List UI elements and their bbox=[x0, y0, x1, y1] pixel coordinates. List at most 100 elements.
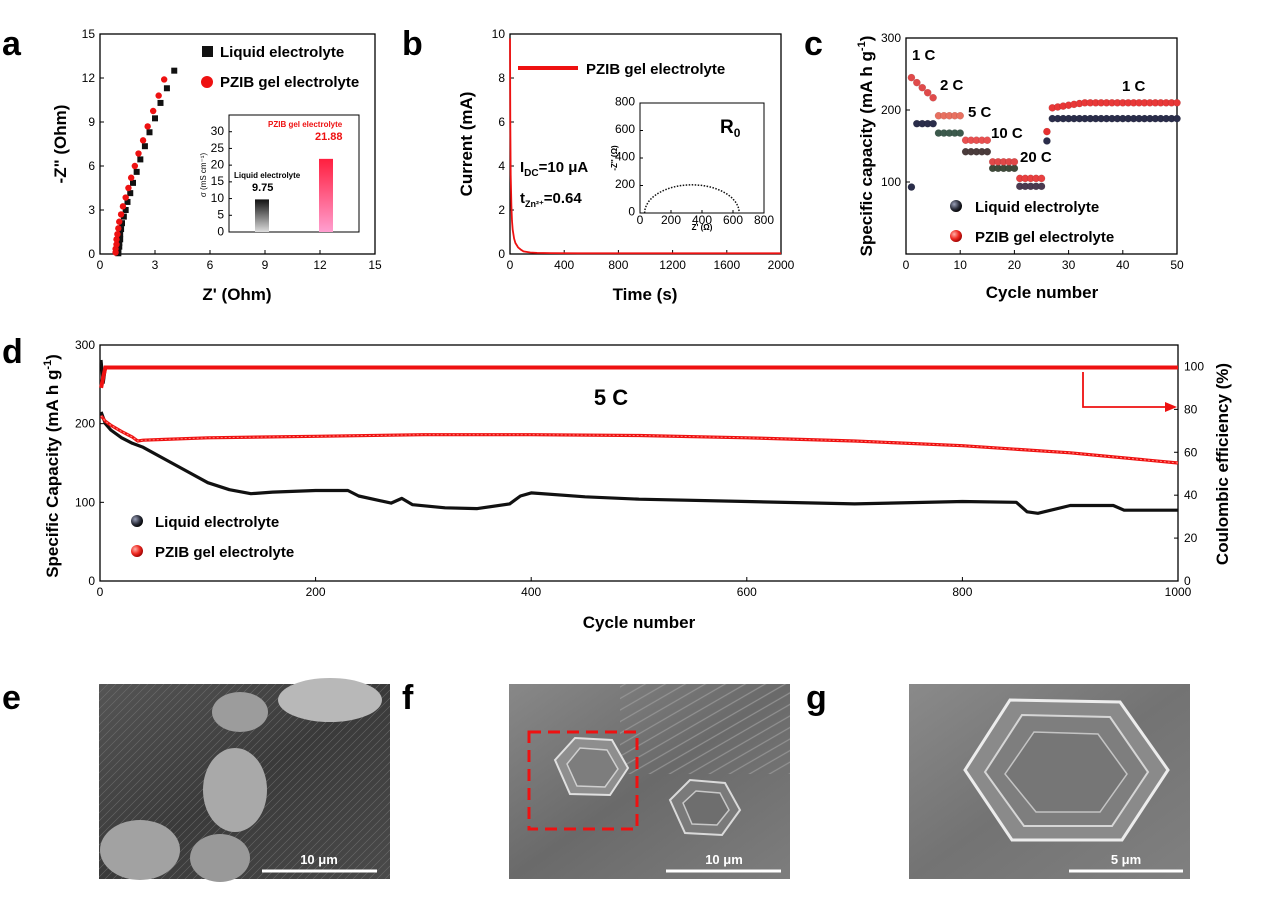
d-y2-tick-label: 20 bbox=[1184, 531, 1198, 545]
b-inset-x-tick-label: 0 bbox=[637, 213, 644, 227]
c-x-tick-label: 30 bbox=[1062, 258, 1076, 272]
point-a-gel bbox=[135, 150, 142, 157]
inset-a-bar-label-gel: PZIB gel electrolyte bbox=[268, 120, 343, 129]
a-y-tick-label: 15 bbox=[82, 27, 96, 41]
series-a-points bbox=[112, 67, 178, 257]
a-x-tick-label: 3 bbox=[152, 258, 159, 272]
series-c-points bbox=[907, 73, 1181, 191]
inset-b-ticks: 0 200 400 600 800 0 200 400 600 800 bbox=[615, 95, 774, 227]
sem-texture-f bbox=[620, 684, 790, 774]
c-x-tick-label: 20 bbox=[1008, 258, 1022, 272]
b-x-tick-label: 800 bbox=[608, 258, 628, 272]
point-c-gel bbox=[956, 111, 965, 120]
point-a-gel bbox=[160, 76, 168, 83]
inset-a-frame bbox=[228, 114, 360, 233]
point-a-liquid bbox=[141, 143, 148, 150]
b-y-tick-label: 0 bbox=[498, 247, 505, 261]
point-a-liquid bbox=[152, 115, 158, 122]
annotation-d-rate: 5 C bbox=[594, 385, 628, 410]
point-a-liquid bbox=[116, 243, 123, 250]
point-a-gel bbox=[131, 162, 139, 170]
b-x-tick-label: 400 bbox=[554, 258, 574, 272]
panel-label-d: d bbox=[2, 333, 23, 371]
series-d-liquid-ce bbox=[99, 359, 1178, 384]
point-a-liquid bbox=[146, 129, 153, 136]
point-c-gel bbox=[907, 73, 916, 82]
b-inset-x-tick-label: 200 bbox=[661, 213, 681, 227]
series-b-current-line bbox=[509, 38, 781, 255]
c-y-tick-label: 100 bbox=[881, 175, 901, 189]
point-c-gel bbox=[1037, 174, 1046, 183]
point-a-liquid bbox=[133, 168, 140, 175]
axis-label-b-y: Current (mA) bbox=[457, 92, 476, 197]
a-x-tick-label: 9 bbox=[262, 258, 269, 272]
point-c-gel bbox=[912, 78, 921, 87]
point-a-gel bbox=[115, 225, 122, 232]
inset-b-semicircle bbox=[643, 184, 740, 214]
a-x-tick-label: 12 bbox=[313, 258, 327, 272]
b-x-tick-label: 1600 bbox=[713, 258, 740, 272]
d-y-tick-label: 200 bbox=[75, 417, 95, 431]
point-c-liquid bbox=[983, 147, 992, 156]
annotation-d-arrow bbox=[1082, 372, 1168, 408]
series-d-gel-capacity bbox=[99, 414, 1179, 465]
scale-label-e: 10 μm bbox=[300, 852, 338, 867]
inset-b-xlabel: Z' (Ω) bbox=[692, 223, 713, 232]
point-a-gel bbox=[149, 107, 157, 115]
point-c-gel bbox=[1010, 157, 1019, 166]
axis-label-c-y: Specific capacity (mA h g-1) bbox=[856, 36, 876, 257]
point-a-gel bbox=[122, 194, 129, 201]
legend-b-gel: PZIB gel electrolyte bbox=[586, 61, 725, 78]
d-y2-tick-label: 60 bbox=[1184, 445, 1198, 459]
point-a-liquid bbox=[171, 67, 178, 74]
b-y-tick-label: 6 bbox=[498, 115, 505, 129]
d-y2-tick-label: 0 bbox=[1184, 574, 1191, 588]
legend-c-liquid: Liquid electrolyte bbox=[975, 199, 1099, 216]
point-a-gel bbox=[127, 174, 135, 181]
point-c-liquid bbox=[956, 129, 965, 137]
a-y-tick-label: 3 bbox=[88, 203, 95, 217]
point-a-gel bbox=[144, 123, 151, 130]
b-inset-x-tick-label: 400 bbox=[692, 213, 712, 227]
series-d bbox=[99, 359, 1179, 515]
d-x-tick-label: 0 bbox=[97, 585, 104, 599]
rate-label-1c-return: 1 C bbox=[1122, 78, 1146, 95]
a-inset-y-tick-label: 25 bbox=[211, 141, 225, 155]
axes-c-ticks: 0 10 20 30 40 50 100 200 300 bbox=[881, 31, 1184, 272]
b-x-tick-label: 2000 bbox=[768, 258, 795, 272]
inset-a-bar-value-liquid: 9.75 bbox=[252, 182, 273, 194]
point-a-liquid bbox=[157, 99, 164, 106]
point-c-gel bbox=[1043, 127, 1051, 136]
d-x-tick-label: 800 bbox=[952, 585, 972, 599]
axis-label-d-y: Specific Capacity (mA h g-1) bbox=[42, 354, 62, 578]
d-x-tick-label: 200 bbox=[306, 585, 326, 599]
a-y-tick-label: 12 bbox=[82, 71, 96, 85]
sem-deposit-e-3 bbox=[212, 692, 268, 732]
panel-label-e: e bbox=[2, 679, 21, 717]
c-x-tick-label: 10 bbox=[954, 258, 968, 272]
d-x-tick-label: 400 bbox=[521, 585, 541, 599]
d-x-tick-label: 600 bbox=[737, 585, 757, 599]
legend-c-gel-marker bbox=[950, 230, 962, 242]
sem-deposit-e-2 bbox=[203, 748, 267, 832]
panel-d: d 0 200 400 600 800 1000010020030002040608010… bbox=[2, 333, 1232, 632]
a-inset-y-tick-label: 10 bbox=[211, 191, 225, 205]
point-c-liquid bbox=[1037, 182, 1046, 191]
panel-label-c: c bbox=[804, 25, 823, 63]
inset-a-bar-liquid bbox=[255, 199, 269, 232]
sem-deposit-e-1 bbox=[278, 678, 382, 722]
rate-label-10c: 10 C bbox=[991, 125, 1023, 142]
sem-hexagon-f-1-inner bbox=[566, 747, 619, 788]
b-inset-y-tick-label: 800 bbox=[615, 95, 635, 109]
a-y-tick-label: 6 bbox=[88, 159, 95, 173]
point-a-gel bbox=[125, 184, 132, 192]
point-a-liquid bbox=[124, 198, 131, 205]
inset-a-bar-value-gel: 21.88 bbox=[315, 131, 343, 143]
point-a-gel bbox=[113, 241, 120, 248]
b-y-tick-label: 10 bbox=[492, 27, 506, 41]
point-a-liquid bbox=[130, 179, 136, 186]
point-a-liquid bbox=[137, 156, 144, 163]
c-x-tick-label: 40 bbox=[1116, 258, 1130, 272]
